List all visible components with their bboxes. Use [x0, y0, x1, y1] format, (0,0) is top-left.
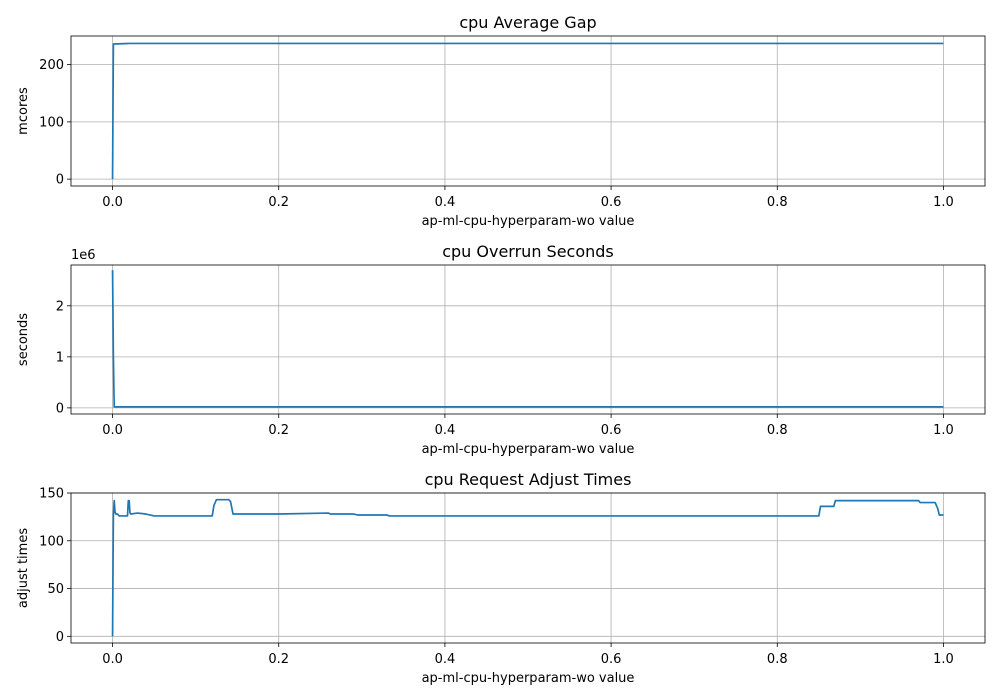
y-axis-label: mcores: [16, 87, 31, 135]
x-tick-label: 0.0: [102, 652, 123, 667]
chart-panel-2: 0.0 0.2 0.4 0.6 0.8 1.0 0 1 2 cpu Overrun Seconds…: [16, 242, 986, 457]
x-tick-label: 1.0: [933, 195, 954, 210]
x-tick-label: 0.8: [767, 423, 788, 438]
chart-panel-3: 0.0 0.2 0.4 0.6 0.8 1.0 0 50 100 150 cpu Request A…: [16, 470, 986, 686]
chart-title: cpu Request Adjust Times: [425, 470, 632, 489]
x-axis-label: ap-ml-cpu-hyperparam-wo value: [422, 442, 635, 457]
axes-frame: [70, 492, 986, 644]
x-tick-label: 0.0: [102, 195, 123, 210]
series-line: [111, 42, 944, 180]
x-tick-label: 1.0: [933, 652, 954, 667]
y-axis-multiplier: 1e6: [71, 248, 96, 263]
x-tick-label: 0.2: [268, 423, 289, 438]
y-tick-label: 0: [56, 630, 64, 645]
x-tick-label: 0.8: [767, 195, 788, 210]
x-tick-label: 1.0: [933, 423, 954, 438]
y-tick-label: 1: [56, 350, 64, 365]
y-tick-label: 100: [39, 115, 64, 130]
x-tick-label: 0.4: [435, 652, 456, 667]
y-axis-label: seconds: [16, 313, 31, 366]
chart-title: cpu Overrun Seconds: [442, 242, 614, 261]
y-tick-label: 200: [39, 58, 64, 73]
x-tick-label: 0.6: [601, 423, 622, 438]
series-line: [111, 498, 944, 637]
x-tick-label: 0.6: [601, 652, 622, 667]
chart-title: cpu Average Gap: [459, 13, 596, 32]
y-tick-label: 150: [39, 487, 64, 502]
x-tick-label: 0.2: [268, 195, 289, 210]
x-tick-label: 0.6: [601, 195, 622, 210]
x-axis-label: ap-ml-cpu-hyperparam-wo value: [422, 214, 635, 229]
x-tick-label: 0.4: [435, 195, 456, 210]
x-axis-label: ap-ml-cpu-hyperparam-wo value: [422, 671, 635, 686]
y-tick-label: 0: [56, 173, 64, 188]
x-tick-label: 0.0: [102, 423, 123, 438]
y-tick-label: 0: [56, 401, 64, 416]
chart-panel-1: 0.0 0.2 0.4 0.6 0.8 1.0 0 100 200 cpu Average Gap…: [16, 13, 986, 229]
y-tick-label: 100: [39, 534, 64, 549]
x-tick-label: 0.4: [435, 423, 456, 438]
axes-frame: [70, 264, 986, 415]
x-tick-label: 0.2: [268, 652, 289, 667]
axes-frame: [70, 35, 986, 187]
x-tick-label: 0.8: [767, 652, 788, 667]
y-tick-label: 2: [56, 299, 64, 314]
y-tick-label: 50: [47, 582, 64, 597]
y-axis-label: adjust times: [16, 528, 31, 608]
series-line: [111, 270, 944, 408]
